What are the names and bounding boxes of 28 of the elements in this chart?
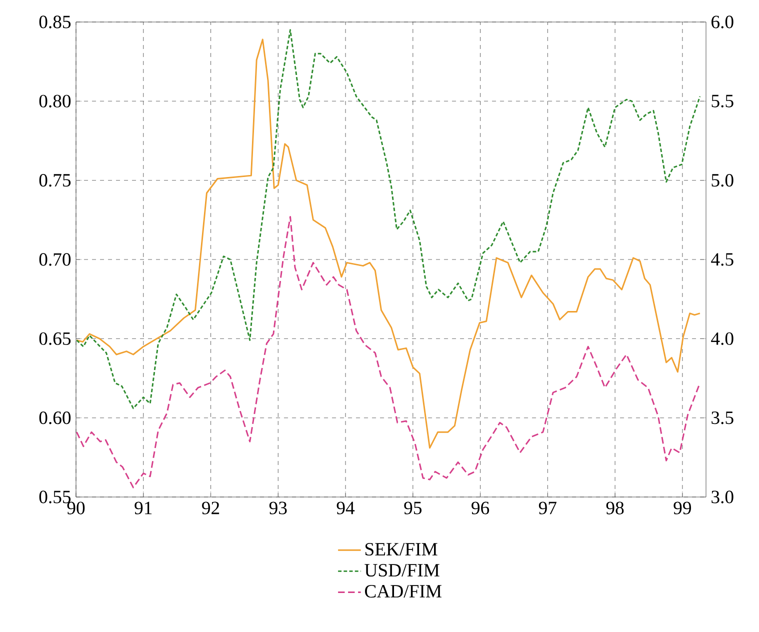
y2-tick-label: 5.0 — [712, 174, 734, 187]
y-tick-label: 0.70 — [39, 253, 71, 266]
y2-tick-label: 3.5 — [712, 412, 734, 424]
y2-tick-label: 4.5 — [711, 253, 734, 266]
y-tick-label: 0.55 — [39, 490, 71, 504]
y-tick-label: 0.65 — [39, 332, 71, 346]
x-tick-label: 97 — [538, 502, 556, 514]
y-tick-label: 0.75 — [39, 174, 71, 187]
x-tick-label: 94 — [336, 502, 355, 514]
x-tick-label: 90 — [67, 502, 85, 514]
x-tick-label: 92 — [202, 502, 220, 514]
y-tick-label: 0.80 — [39, 94, 71, 108]
y-tick-label: 0.60 — [39, 411, 71, 424]
line-series — [76, 216, 701, 488]
y-tick-label: 0.85 — [39, 16, 71, 28]
x-tick-label: 98 — [606, 502, 624, 514]
y2-tick-label: 4.0 — [711, 332, 734, 346]
x-tick-label: 95 — [404, 502, 422, 514]
x-tick-label: 96 — [472, 502, 490, 514]
legend-label: USD/FIM — [364, 564, 440, 577]
y2-tick-label: 3.0 — [712, 490, 734, 504]
y2-tick-label: 6.0 — [712, 16, 734, 28]
x-tick-label: 93 — [269, 502, 287, 514]
legend-label: CAD/FIM — [364, 585, 442, 598]
x-tick-label: 99 — [674, 502, 691, 514]
y2-tick-label: 5.5 — [712, 94, 734, 108]
legend-label: SEK/FIM — [365, 542, 438, 556]
x-tick-label: 91 — [134, 502, 152, 514]
